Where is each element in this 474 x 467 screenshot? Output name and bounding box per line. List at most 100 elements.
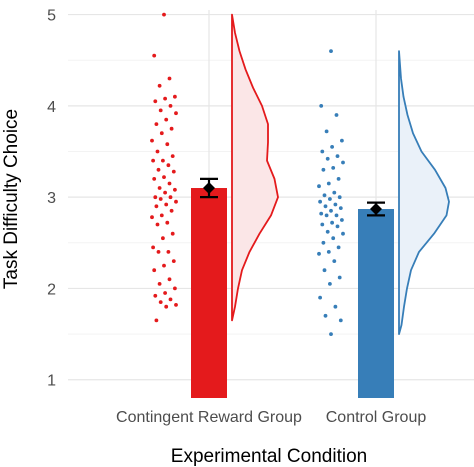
data-point [332, 259, 337, 263]
y-tick-label: 4 [47, 99, 56, 116]
density-clouds [231, 13, 450, 335]
data-point [154, 318, 159, 323]
data-point [326, 250, 331, 254]
data-point [151, 245, 156, 250]
data-point [334, 113, 339, 117]
data-point [168, 195, 173, 200]
data-point [156, 250, 161, 254]
data-point [164, 202, 169, 207]
data-point [319, 104, 324, 108]
bar [358, 209, 394, 398]
data-point [331, 166, 336, 170]
data-point [173, 286, 177, 291]
data-point [325, 229, 330, 234]
data-point [335, 224, 340, 229]
y-axis-title: Task Difficulty Choice [1, 109, 22, 289]
data-point [328, 197, 332, 201]
data-point [330, 145, 334, 149]
data-point [171, 169, 176, 174]
data-point [318, 199, 322, 204]
data-point [157, 282, 162, 286]
data-point [158, 300, 163, 304]
data-point [335, 154, 340, 159]
data-point [156, 167, 161, 172]
data-point [168, 297, 173, 302]
data-point [336, 245, 341, 250]
data-point [170, 231, 175, 236]
data-point [153, 195, 158, 200]
data-point [318, 295, 322, 300]
data-point [333, 304, 338, 309]
error-bars [200, 177, 385, 217]
data-point [152, 177, 157, 181]
data-point [340, 218, 344, 222]
data-point [163, 190, 168, 195]
data-point [324, 213, 329, 218]
data-point [157, 186, 162, 190]
data-point [169, 126, 174, 131]
data-point [167, 277, 172, 282]
data-point [153, 293, 158, 298]
data-point [326, 181, 331, 186]
data-point [162, 175, 166, 180]
data-point [174, 111, 178, 116]
data-point [158, 197, 163, 201]
data-point [325, 156, 330, 161]
data-point [340, 138, 344, 143]
data-point [158, 108, 163, 113]
data-point [174, 303, 178, 307]
data-point [169, 208, 174, 213]
data-point [161, 158, 165, 163]
data-point [333, 202, 338, 207]
data-point [321, 240, 326, 245]
data-point [167, 76, 172, 81]
data-point [337, 195, 342, 200]
data-point [329, 208, 333, 213]
data-point [329, 49, 333, 53]
data-point [150, 138, 154, 143]
data-point [317, 184, 321, 189]
data-point [159, 131, 164, 136]
data-point [337, 275, 342, 280]
data-point [338, 206, 343, 211]
data-point [341, 231, 345, 236]
bar [191, 188, 227, 398]
data-point [152, 268, 157, 273]
data-point [322, 268, 327, 273]
data-point [334, 213, 339, 218]
data-point [336, 177, 341, 181]
data-point [155, 149, 160, 154]
data-point [163, 96, 168, 101]
data-point [162, 12, 166, 17]
x-tick-label: Contingent Reward Group [116, 409, 302, 426]
data-point [150, 215, 154, 220]
y-tick-label: 1 [47, 373, 56, 390]
data-point [322, 193, 327, 198]
data-point [330, 220, 334, 225]
tick-labels: 1 2 3 4 5 Contingent Reward Group Control Grou… [47, 8, 426, 426]
density-cloud [398, 50, 450, 335]
data-point [324, 129, 329, 134]
data-point [328, 282, 332, 286]
data-point [164, 117, 169, 122]
data-point [320, 149, 325, 154]
data-point [154, 204, 159, 209]
data-point [173, 94, 177, 99]
data-point [168, 104, 173, 108]
data-point [323, 313, 328, 318]
data-point [341, 160, 345, 165]
data-point [152, 53, 157, 58]
data-point [165, 142, 170, 147]
data-point [166, 163, 171, 168]
data-point [323, 204, 328, 209]
data-point [170, 154, 175, 159]
data-point [151, 158, 156, 163]
data-point [153, 99, 158, 104]
data-point [319, 211, 324, 216]
data-point [163, 291, 168, 295]
data-point [159, 213, 164, 218]
data-point [154, 122, 159, 126]
y-tick-label: 5 [47, 8, 56, 25]
data-point [157, 83, 162, 88]
